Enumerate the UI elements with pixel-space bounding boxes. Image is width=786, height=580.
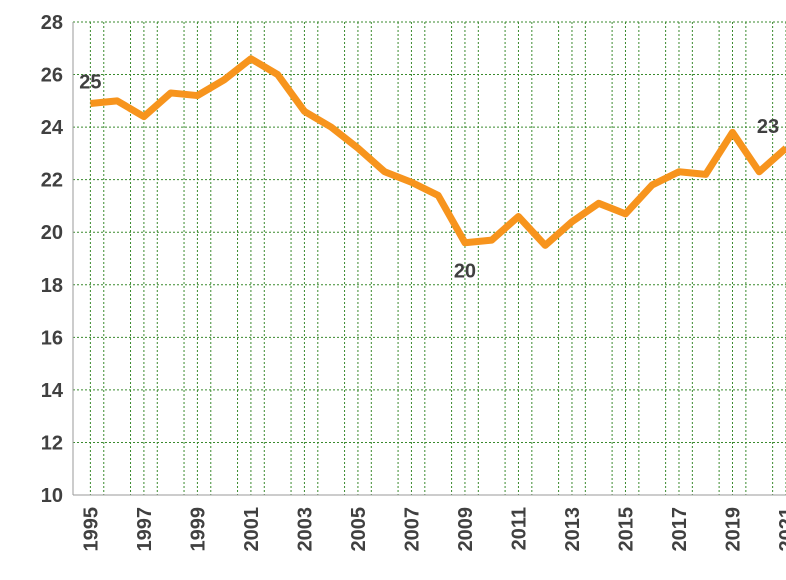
y-tick-label: 12 (41, 432, 63, 454)
y-tick-label: 26 (41, 65, 63, 87)
y-tick-label: 16 (41, 327, 63, 349)
x-tick-label: 2009 (455, 507, 477, 552)
x-tick-label: 2021 (776, 507, 786, 552)
x-tick-label: 2007 (401, 507, 423, 552)
x-tick-label: 2019 (722, 507, 744, 552)
x-tick-label: 2015 (615, 507, 637, 552)
x-tick-label: 2003 (294, 507, 316, 552)
y-tick-label: 22 (41, 170, 63, 192)
y-tick-label: 24 (41, 117, 64, 139)
x-tick-label: 1995 (80, 507, 102, 552)
x-tick-label: 2013 (562, 507, 584, 552)
x-tick-label: 1999 (187, 507, 209, 552)
y-tick-label: 14 (41, 380, 64, 402)
y-tick-label: 18 (41, 275, 63, 297)
y-tick-label: 20 (41, 222, 63, 244)
x-tick-label: 1997 (134, 507, 156, 552)
y-tick-label: 10 (41, 485, 63, 507)
data-label: 25 (79, 71, 101, 93)
x-tick-label: 2017 (669, 507, 691, 552)
x-tick-label: 2001 (241, 507, 263, 552)
x-tick-label: 2005 (348, 507, 370, 552)
data-label: 23 (757, 116, 779, 138)
y-tick-label: 28 (41, 12, 63, 34)
line (90, 55, 786, 249)
x-tick-label: 2011 (508, 507, 530, 550)
data-label: 20 (454, 261, 476, 283)
